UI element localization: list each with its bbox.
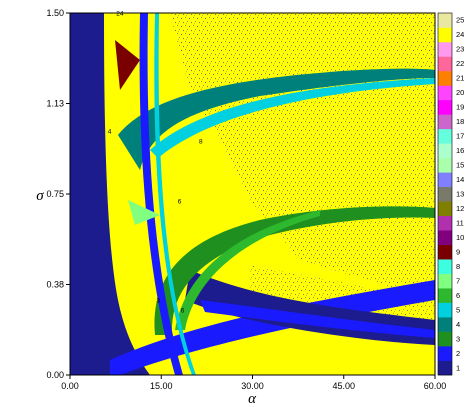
x-tick-label: 0.00: [61, 381, 79, 391]
region-2-bottom-band: [110, 280, 435, 375]
colorbar-label: 20: [456, 88, 464, 97]
colorbar-swatch: [438, 259, 452, 274]
region-8-spike: [115, 40, 140, 90]
x-tick-label: 45.00: [332, 381, 355, 391]
region-5-cyan-stripe: [154, 13, 196, 375]
colorbar-label: 13: [456, 190, 464, 199]
region-4-teal-arc: [118, 68, 435, 170]
x-tick-label: 15.00: [150, 381, 173, 391]
y-tick-label: 0.00: [46, 370, 64, 380]
colorbar-label: 6: [456, 291, 460, 300]
region-label: 3: [156, 298, 160, 305]
colorbar-label: 2: [456, 349, 460, 358]
colorbar-swatch: [438, 128, 452, 144]
colorbar-label: 4: [456, 320, 460, 329]
region-labels: 24 8 4 6 3 6: [108, 10, 203, 314]
colorbar-label: 16: [456, 146, 464, 155]
region-2-blue-stripe: [139, 13, 183, 375]
colorbar-label: 7: [456, 276, 460, 285]
colorbar-label: 22: [456, 59, 464, 68]
colorbar-swatch: [438, 143, 452, 159]
region-5-cyan-arc: [150, 78, 435, 158]
colorbar-swatch: [438, 85, 452, 101]
y-tick-label: 0.38: [46, 280, 64, 290]
region-label: 6: [181, 307, 185, 314]
colorbar-swatch: [438, 331, 452, 347]
colorbar-swatch: [438, 346, 452, 361]
colorbar-label: 17: [456, 132, 464, 141]
y-tick-label: 0.75: [46, 189, 64, 199]
colorbar-swatch: [438, 157, 452, 173]
colorbar-label: 8: [456, 262, 460, 271]
colorbar-label: 10: [456, 233, 464, 242]
region-label: 8: [199, 138, 203, 145]
colorbar-label: 11: [456, 218, 464, 227]
period-1-region: [70, 13, 150, 375]
colorbar-swatch: [438, 317, 452, 332]
region-label: 4: [108, 129, 112, 136]
colorbar-swatch: [438, 27, 452, 43]
colorbar-swatch: [438, 273, 452, 289]
x-tick-label: 30.00: [241, 381, 264, 391]
y-axis-ticks: 0.00 0.38 0.75 1.13 1.50: [46, 8, 70, 380]
colorbar-label: 1: [456, 363, 460, 372]
colorbar-swatch: [438, 215, 452, 231]
colorbar-swatch: [438, 114, 452, 130]
colorbar-swatch: [438, 56, 452, 72]
colorbar-label: 18: [456, 117, 464, 126]
region-label: 6: [178, 199, 182, 206]
colorbar-swatch: [438, 41, 452, 57]
colorbar-label: 19: [456, 103, 464, 112]
colorbar-swatch: [438, 302, 452, 318]
region-2-upper-wedge: [200, 300, 435, 338]
colorbar-swatch: [438, 230, 452, 245]
region-7-spike: [128, 200, 160, 225]
x-tick-label: 60.00: [424, 381, 447, 391]
colorbar-swatch: [438, 244, 452, 260]
colorbar-label: 21: [456, 74, 464, 83]
colorbar-label: 25: [456, 16, 464, 25]
colorbar-swatch: [438, 360, 452, 376]
region-3-green-arc: [154, 206, 435, 335]
colorbar-legend: 1234567891011121314151617181920212223242…: [437, 12, 464, 376]
colorbar-swatch: [438, 70, 452, 86]
colorbar-frame: [437, 12, 453, 376]
colorbar-swatch: [438, 13, 452, 28]
colorbar-label: 3: [456, 334, 460, 343]
colorbar-label: 14: [456, 175, 464, 184]
y-tick-label: 1.13: [46, 99, 64, 109]
y-tick-label: 1.50: [46, 8, 64, 18]
x-axis-label: α: [248, 391, 257, 407]
plot-area: [70, 13, 435, 375]
colorbar-label: 5: [456, 305, 460, 314]
region-label: 24: [116, 10, 124, 17]
colorbar-swatch: [438, 201, 452, 217]
colorbar-swatch: [438, 288, 452, 303]
colorbar-label: 9: [456, 247, 460, 256]
colorbar-swatch: [438, 186, 452, 202]
y-axis-label: σ: [36, 188, 44, 204]
colorbar-label: 15: [456, 161, 464, 170]
colorbar-label: 12: [456, 204, 464, 213]
colorbar-label: 24: [456, 30, 464, 39]
colorbar-label: 23: [456, 45, 464, 54]
colorbar-swatch: [438, 172, 452, 188]
colorbar-swatch: [438, 99, 452, 115]
x-axis-ticks: 0.00 15.00 30.00 45.00 60.00: [61, 375, 446, 391]
